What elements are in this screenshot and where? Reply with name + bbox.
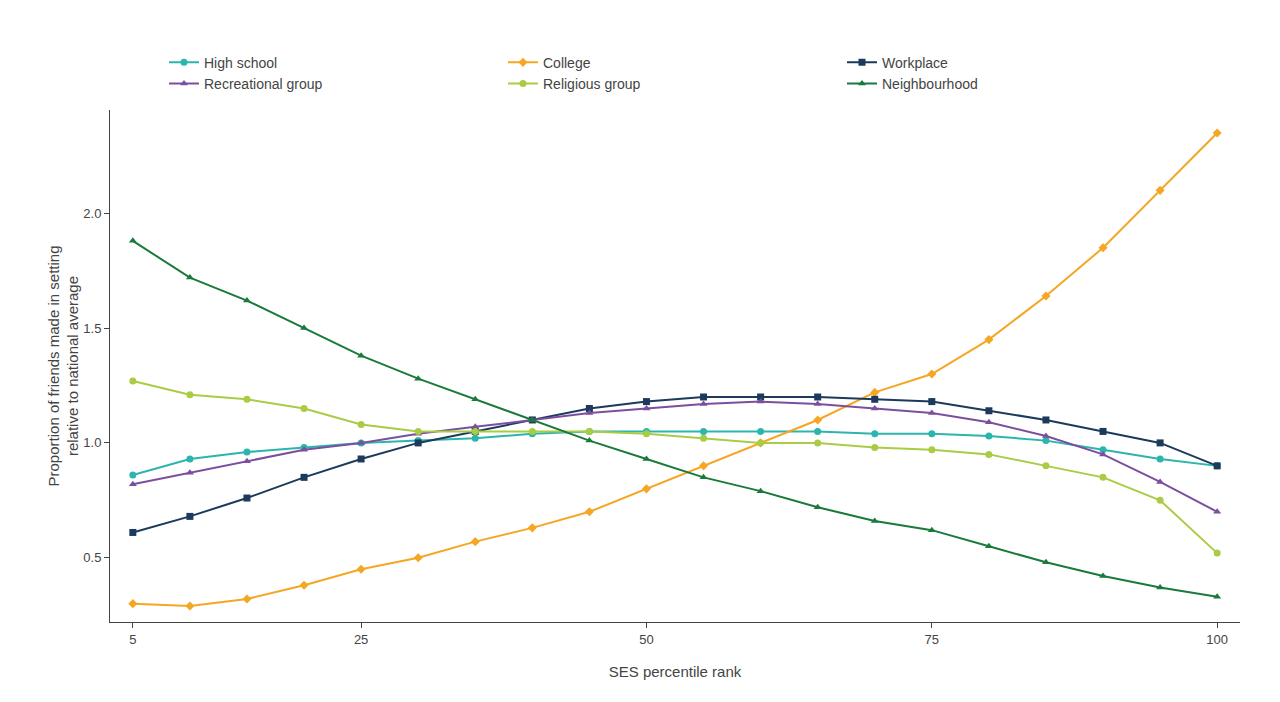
svg-text:75: 75 [925,632,939,647]
svg-text:5: 5 [129,632,136,647]
svg-text:College: College [543,55,591,71]
svg-text:1.5: 1.5 [83,321,101,336]
svg-text:Religious group: Religious group [543,76,640,92]
svg-text:Proportion of friends made in: Proportion of friends made in settingrel… [45,246,82,487]
svg-text:25: 25 [354,632,368,647]
svg-text:50: 50 [639,632,653,647]
svg-text:Neighbourhood: Neighbourhood [882,76,978,92]
svg-text:2.0: 2.0 [83,206,101,221]
svg-text:100: 100 [1206,632,1228,647]
svg-text:High school: High school [204,55,277,71]
svg-text:SES percentile rank: SES percentile rank [609,663,742,680]
svg-text:1.0: 1.0 [83,435,101,450]
svg-text:Workplace: Workplace [882,55,948,71]
svg-text:Recreational group: Recreational group [204,76,323,92]
svg-text:0.5: 0.5 [83,550,101,565]
